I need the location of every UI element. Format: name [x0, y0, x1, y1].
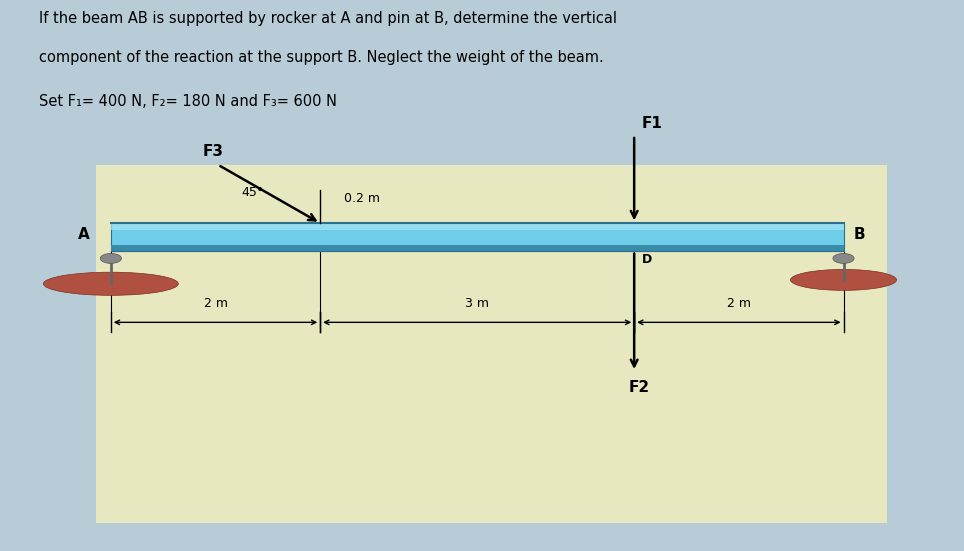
Text: component of the reaction at the support B. Neglect the weight of the beam.: component of the reaction at the support… [39, 50, 603, 64]
Ellipse shape [790, 269, 897, 290]
Ellipse shape [833, 253, 854, 263]
Text: 3 m: 3 m [466, 297, 489, 310]
Text: F2: F2 [629, 380, 650, 395]
Text: D: D [642, 253, 652, 267]
Text: F3: F3 [202, 144, 224, 159]
Text: 0.2 m: 0.2 m [344, 192, 380, 205]
Bar [111, 245, 844, 251]
Bar [111, 223, 844, 251]
Bar [96, 165, 887, 523]
Text: B: B [853, 226, 865, 242]
Text: F1: F1 [642, 116, 663, 131]
Text: If the beam AB is supported by rocker at A and pin at B, determine the vertical: If the beam AB is supported by rocker at… [39, 11, 617, 26]
Ellipse shape [100, 253, 121, 263]
Text: 45°: 45° [242, 186, 264, 199]
Text: 2 m: 2 m [203, 297, 228, 310]
Bar [111, 223, 844, 230]
Text: A: A [78, 226, 90, 242]
Text: Set F₁= 400 N, F₂= 180 N and F₃= 600 N: Set F₁= 400 N, F₂= 180 N and F₃= 600 N [39, 94, 336, 109]
Text: 2 m: 2 m [727, 297, 751, 310]
Ellipse shape [43, 272, 178, 295]
